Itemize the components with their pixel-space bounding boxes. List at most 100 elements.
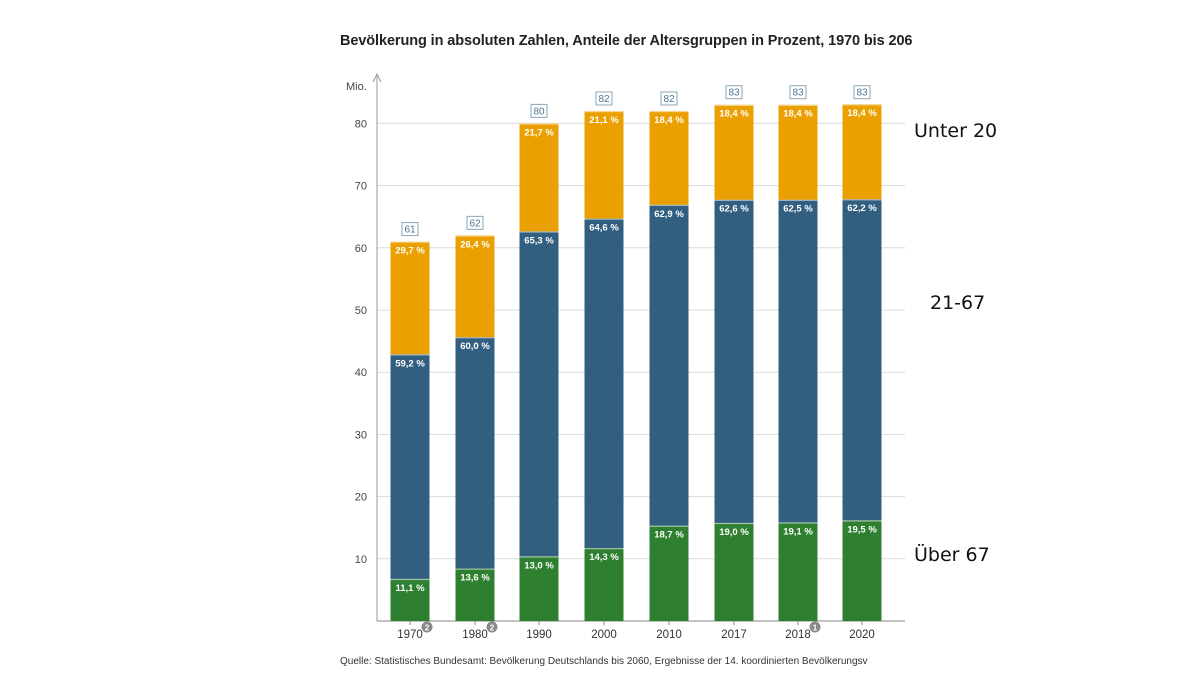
x-tick-label: 2010 (656, 629, 682, 641)
footnote-badge-label: 2 (490, 624, 495, 633)
segment-divider (584, 110, 624, 113)
bar-segment-1980-s1 (455, 337, 495, 569)
segment-divider (714, 104, 754, 106)
data-label: 26,4 % (460, 239, 490, 250)
bar-segment-1990-s2 (519, 123, 559, 232)
bar-segment-1980-s2 (455, 235, 495, 338)
y-axis-label: Mio. (346, 81, 367, 93)
segment-divider (714, 199, 754, 201)
segment-divider (519, 123, 559, 125)
y-tick-label: 40 (355, 367, 367, 379)
data-label: 19,5 % (847, 524, 877, 535)
bar-segment-1990-s0 (519, 556, 559, 621)
bar-segment-2010-s0 (649, 525, 689, 621)
data-label: 18,4 % (654, 115, 684, 126)
data-label: 62,5 % (783, 204, 813, 215)
footnote-badge (421, 621, 433, 633)
segment-divider (842, 520, 882, 522)
y-axis-arrow (372, 72, 382, 83)
segment-divider (390, 578, 430, 581)
x-tick-label: 1980 (462, 629, 488, 641)
data-label: 18,7 % (654, 530, 684, 541)
segment-divider (455, 235, 495, 237)
x-tick-label: 1990 (526, 629, 552, 641)
data-label: 62,2 % (847, 203, 877, 214)
footnote-badge-label: 2 (425, 624, 430, 633)
segment-divider (519, 231, 559, 233)
data-label: 18,4 % (847, 108, 877, 119)
data-label: 13,0 % (524, 560, 554, 571)
bar-segment-2018-s0 (778, 522, 818, 621)
segment-divider (390, 241, 430, 243)
data-label: 59,2 % (395, 358, 425, 369)
total-box-1970 (401, 222, 419, 237)
segment-divider (455, 337, 495, 339)
data-label: 11,1 % (395, 583, 425, 594)
x-tick-label: 2020 (849, 629, 875, 641)
source-note: Quelle: Statistisches Bundesamt: Bevölke… (340, 656, 868, 667)
x-tick-label: 2018 (785, 629, 811, 641)
segment-divider (649, 204, 689, 207)
segment-divider (649, 525, 689, 527)
footnote-badge-label: 1 (813, 624, 818, 633)
total-label: 80 (533, 106, 545, 117)
y-tick-label: 10 (355, 554, 367, 566)
segment-divider (778, 199, 818, 201)
series-label-unter-20: Unter 20 (914, 120, 998, 142)
data-label: 65,3 % (524, 235, 554, 246)
total-label: 82 (663, 94, 675, 105)
total-box-2018 (789, 85, 807, 100)
total-box-2000 (595, 91, 613, 106)
total-box-1990 (530, 103, 548, 118)
y-tick-label: 20 (355, 492, 367, 504)
data-label: 13,6 % (460, 573, 490, 584)
segment-divider (842, 199, 882, 201)
total-box-2017 (725, 85, 743, 100)
segment-divider (390, 354, 430, 356)
bar-segment-2017-s2 (714, 104, 754, 200)
bar-segment-2017-s0 (714, 522, 754, 621)
segment-divider (778, 522, 818, 524)
bar-segment-2020-s1 (842, 199, 882, 521)
x-tick-label: 2000 (591, 629, 617, 641)
data-label: 21,7 % (524, 127, 554, 138)
bar-segment-1980-s0 (455, 568, 495, 621)
chart-title: Bevölkerung in absoluten Zahlen, Anteile… (340, 33, 913, 49)
bar-segment-2018-s1 (778, 199, 818, 523)
bar-segment-1970-s0 (390, 578, 430, 621)
y-tick-label: 80 (355, 118, 367, 130)
data-label: 62,9 % (654, 209, 684, 220)
total-label: 83 (792, 88, 804, 99)
data-label: 60,0 % (460, 341, 490, 352)
y-tick-label: 30 (355, 429, 367, 441)
data-label: 29,7 % (395, 246, 425, 257)
total-label: 83 (856, 88, 868, 99)
x-tick-label: 1970 (397, 629, 423, 641)
bar-segment-2000-s1 (584, 218, 624, 549)
y-tick-label: 70 (355, 181, 367, 193)
segment-divider (842, 104, 882, 106)
segment-divider (778, 104, 818, 106)
bar-segment-2010-s2 (649, 110, 689, 205)
total-label: 83 (728, 88, 740, 99)
data-label: 14,3 % (589, 552, 619, 563)
total-box-2020 (853, 85, 871, 100)
bar-segment-2010-s1 (649, 204, 689, 526)
footnote-badge (809, 621, 821, 633)
segment-divider (519, 556, 559, 558)
segment-divider (455, 568, 495, 570)
y-tick-label: 50 (355, 305, 367, 317)
total-label: 61 (404, 225, 416, 236)
series-label-21-67: 21-67 (930, 292, 986, 314)
bar-segment-2020-s2 (842, 104, 882, 200)
data-label: 19,1 % (783, 526, 813, 537)
y-tick-label: 60 (355, 243, 367, 255)
bar-segment-2017-s1 (714, 199, 754, 523)
data-label: 64,6 % (589, 223, 619, 234)
bar-segment-1990-s1 (519, 231, 559, 557)
segment-divider (714, 522, 754, 525)
data-label: 62,6 % (719, 204, 749, 215)
bar-segment-2018-s2 (778, 104, 818, 200)
total-box-1980 (466, 215, 484, 230)
